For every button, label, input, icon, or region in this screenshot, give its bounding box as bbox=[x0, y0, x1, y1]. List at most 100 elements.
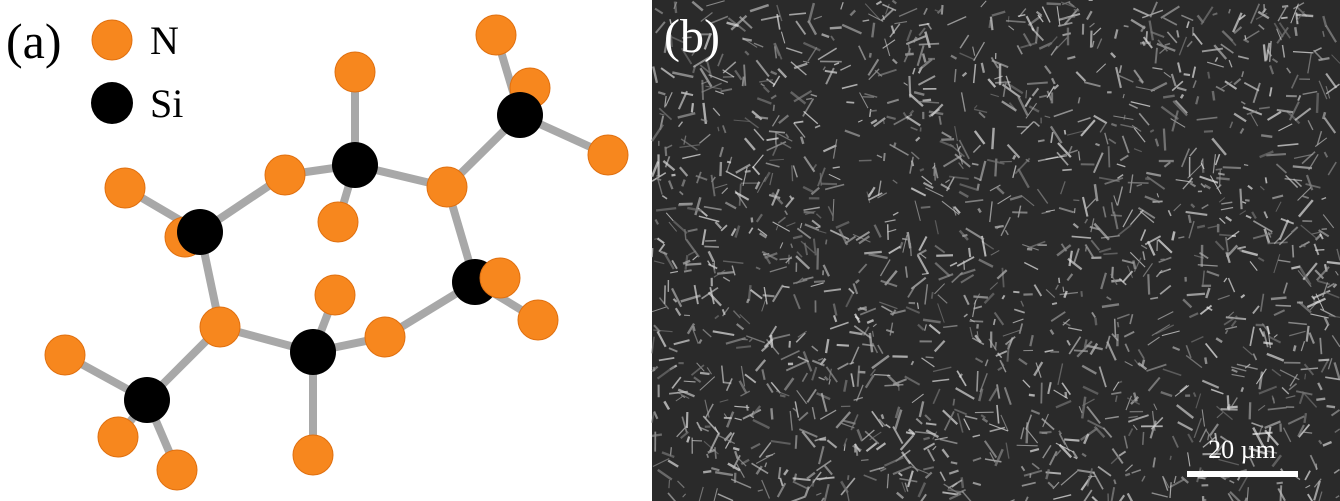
needle bbox=[1320, 338, 1321, 354]
needle bbox=[1148, 274, 1149, 294]
needle bbox=[665, 285, 666, 304]
needle bbox=[1281, 17, 1287, 18]
needle bbox=[783, 286, 790, 287]
legend-si-swatch bbox=[91, 82, 133, 124]
legend-n-swatch bbox=[92, 20, 132, 60]
needle bbox=[1059, 278, 1060, 283]
needle bbox=[1111, 215, 1122, 216]
needle bbox=[703, 471, 711, 472]
needle bbox=[910, 243, 911, 256]
needle bbox=[747, 299, 748, 303]
needle bbox=[776, 141, 777, 147]
needle bbox=[1039, 432, 1047, 433]
needle bbox=[992, 128, 993, 149]
needle bbox=[932, 292, 933, 299]
needle bbox=[1095, 144, 1099, 146]
needle bbox=[861, 460, 869, 461]
needle bbox=[1128, 183, 1149, 184]
n-atom bbox=[315, 275, 355, 315]
needle bbox=[964, 261, 965, 270]
needle bbox=[864, 252, 882, 253]
needle bbox=[1029, 395, 1035, 396]
n-atom bbox=[335, 52, 375, 92]
n-atom bbox=[427, 167, 467, 207]
si-atom bbox=[124, 377, 170, 423]
needle bbox=[1297, 15, 1314, 16]
n-atom bbox=[45, 335, 85, 375]
needle bbox=[1063, 287, 1064, 292]
needle bbox=[995, 226, 1004, 227]
needle bbox=[837, 345, 849, 346]
needle bbox=[652, 434, 662, 435]
needle bbox=[792, 165, 793, 181]
needle bbox=[1316, 399, 1325, 400]
needle bbox=[1095, 318, 1096, 325]
needle bbox=[1108, 493, 1109, 501]
legend-n-label: N bbox=[150, 18, 179, 63]
needle bbox=[970, 321, 984, 322]
n-atom bbox=[157, 450, 197, 490]
needle bbox=[1118, 322, 1119, 327]
needle bbox=[1052, 303, 1057, 304]
needle bbox=[1277, 483, 1283, 484]
needle bbox=[923, 438, 929, 440]
needle bbox=[743, 77, 744, 87]
needle bbox=[1216, 178, 1229, 179]
needle bbox=[1208, 72, 1209, 79]
needle bbox=[1065, 130, 1066, 134]
needle bbox=[919, 44, 939, 45]
needle bbox=[720, 162, 721, 176]
n-atom bbox=[105, 168, 145, 208]
needle bbox=[973, 296, 988, 297]
needle bbox=[684, 270, 692, 271]
needle bbox=[969, 248, 970, 257]
si-atom bbox=[332, 142, 378, 188]
needle bbox=[1276, 305, 1292, 306]
needle bbox=[1074, 350, 1088, 351]
needle bbox=[848, 475, 849, 480]
needle bbox=[1026, 90, 1027, 98]
needle bbox=[921, 207, 931, 208]
legend-si-label: Si bbox=[150, 81, 183, 126]
needle bbox=[1317, 93, 1318, 113]
n-atom bbox=[200, 307, 240, 347]
needle bbox=[1103, 253, 1117, 254]
needle bbox=[1218, 173, 1225, 174]
needle bbox=[962, 477, 963, 488]
needle bbox=[1198, 477, 1206, 478]
needle bbox=[991, 17, 993, 31]
needle bbox=[1244, 165, 1248, 166]
n-atom bbox=[518, 300, 558, 340]
needle bbox=[977, 371, 978, 392]
needle bbox=[733, 448, 739, 450]
needle bbox=[926, 423, 936, 424]
needle bbox=[1143, 432, 1144, 445]
needle bbox=[1081, 291, 1082, 297]
needle bbox=[1197, 226, 1205, 228]
needle bbox=[1109, 146, 1110, 167]
needle bbox=[1170, 456, 1171, 460]
needle bbox=[745, 171, 751, 172]
needle bbox=[1062, 170, 1071, 171]
needle bbox=[700, 373, 709, 374]
needle bbox=[870, 53, 871, 58]
needle bbox=[1205, 357, 1206, 364]
needle bbox=[870, 110, 877, 111]
needle bbox=[1204, 131, 1213, 132]
needle bbox=[1086, 247, 1087, 251]
needle bbox=[1203, 496, 1204, 501]
needle bbox=[1142, 360, 1144, 367]
needle bbox=[884, 153, 885, 161]
needle bbox=[1187, 294, 1205, 295]
needle bbox=[1164, 129, 1165, 151]
needle bbox=[1315, 250, 1324, 251]
needle bbox=[1261, 135, 1272, 137]
needle bbox=[1213, 91, 1214, 100]
needle bbox=[1245, 200, 1249, 201]
needle bbox=[821, 184, 837, 185]
needle bbox=[1272, 396, 1273, 401]
legend: N Si bbox=[91, 18, 183, 126]
needle bbox=[951, 462, 957, 463]
needle bbox=[870, 109, 871, 117]
needle bbox=[826, 240, 827, 245]
